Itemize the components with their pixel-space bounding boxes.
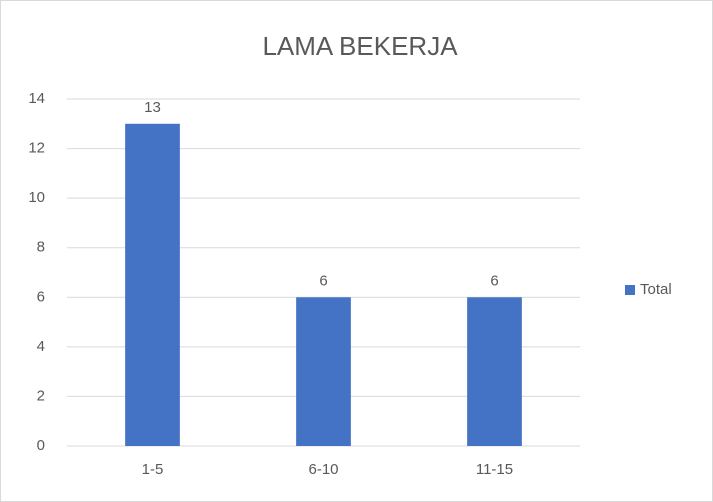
data-label: 6 (490, 272, 498, 289)
x-tick-label: 6-10 (308, 461, 338, 478)
bar (125, 123, 180, 447)
data-label: 13 (144, 99, 161, 116)
y-tick-label: 14 (28, 90, 45, 107)
y-tick-label: 12 (28, 140, 45, 157)
y-tick-label: 6 (37, 288, 45, 305)
legend-label: Total (640, 281, 672, 298)
chart-title: LAMA BEKERJA (262, 31, 458, 61)
bar (467, 297, 522, 446)
x-tick-label: 1-5 (142, 461, 164, 478)
data-label: 6 (319, 272, 327, 289)
y-tick-label: 0 (37, 437, 45, 454)
bar (296, 297, 351, 446)
legend-swatch (625, 285, 635, 295)
y-tick-label: 10 (28, 189, 45, 206)
x-tick-label: 11-15 (476, 461, 513, 478)
y-tick-label: 8 (37, 239, 45, 256)
y-tick-label: 2 (37, 387, 45, 404)
y-tick-label: 4 (37, 338, 45, 355)
